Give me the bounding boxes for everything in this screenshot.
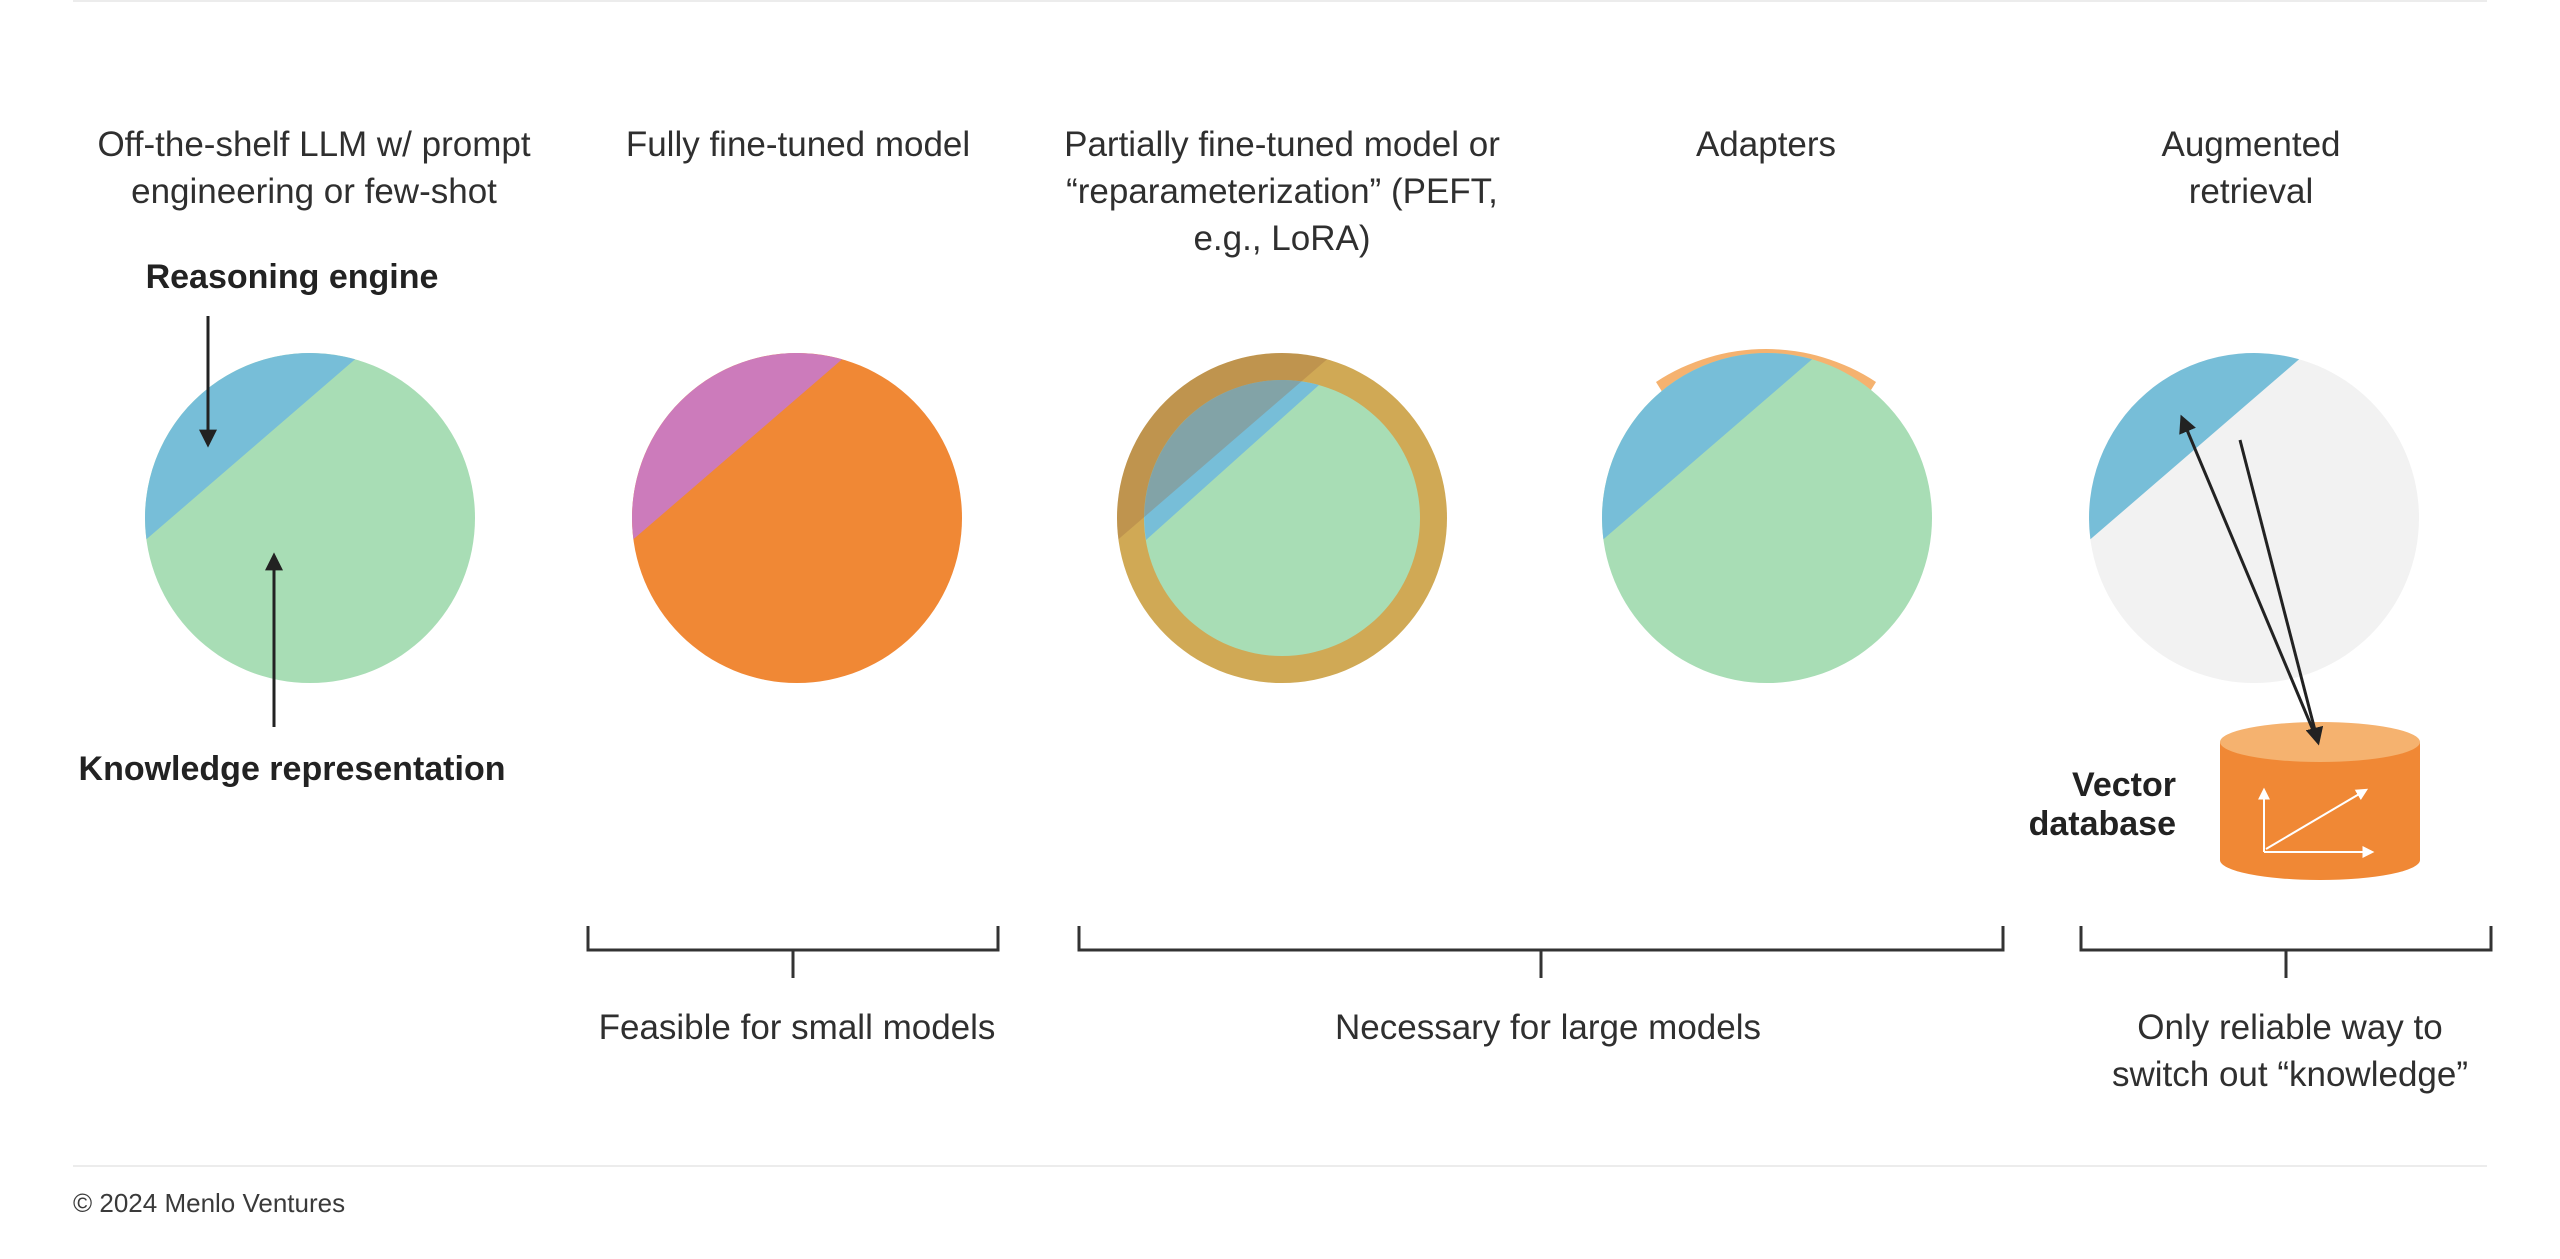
reasoning-segment (1144, 380, 1319, 540)
bracket-label-retrieval-line: switch out “knowledge” (2112, 1055, 2468, 1094)
reasoning-segment (1602, 353, 1813, 540)
reasoning-segment (632, 353, 843, 540)
bracket-retrieval (2079, 926, 2493, 978)
reasoning-engine-label: Reasoning engine (146, 258, 439, 296)
column-title-line: Augmented (2161, 125, 2340, 164)
vector-database-icon (2220, 722, 2420, 880)
column-title-line: Off-the-shelf LLM w/ prompt (97, 125, 530, 164)
reasoning-segment (145, 353, 356, 540)
database-body (2220, 742, 2420, 880)
model-circle-fully-fine-tuned (632, 353, 962, 683)
database-top (2220, 722, 2420, 762)
bracket-large-models (1077, 926, 2005, 978)
model-circle-peft (1117, 353, 1447, 683)
bracket-label-small-models: Feasible for small models (599, 1008, 996, 1047)
chart-trend-icon (2265, 788, 2369, 850)
reasoning-ring-overlap (1117, 353, 1328, 540)
column-title-line: engineering or few-shot (131, 172, 497, 211)
column-title-line: Partially fine-tuned model or (1064, 125, 1500, 164)
column-title-off-the-shelf: Off-the-shelf LLM w/ prompt engineering … (97, 125, 530, 211)
bracket-label-retrieval-line: Only reliable way to (2137, 1008, 2442, 1047)
vector-database-label-line: database (2029, 805, 2176, 843)
copyright-text: © 2024 Menlo Ventures (73, 1188, 345, 1218)
column-title-augmented-retrieval: Augmented retrieval (2161, 125, 2340, 211)
knowledge-representation-label: Knowledge representation (79, 750, 506, 788)
model-circle-off-the-shelf (145, 353, 475, 683)
column-title-line: “reparameterization” (PEFT, (1066, 172, 1498, 211)
retrieval-arrow-down (2238, 439, 2324, 746)
model-circle-adapters (1602, 349, 1932, 683)
bracket-small-models (586, 926, 1000, 978)
column-title-fully-fine-tuned: Fully fine-tuned model (626, 125, 970, 164)
model-circle-augmented-retrieval (2089, 353, 2419, 683)
column-title-adapters: Adapters (1696, 125, 1836, 164)
column-title-line: Fully fine-tuned model (626, 125, 970, 164)
column-title-peft: Partially fine-tuned model or “reparamet… (1064, 125, 1500, 258)
vector-database-label-line: Vector (2072, 766, 2176, 804)
bracket-label-large-models: Necessary for large models (1335, 1008, 1761, 1047)
column-title-line: e.g., LoRA) (1193, 219, 1370, 258)
retrieval-arrow-up (2179, 414, 2320, 743)
column-title-line: retrieval (2189, 172, 2313, 211)
column-title-line: Adapters (1696, 125, 1836, 164)
